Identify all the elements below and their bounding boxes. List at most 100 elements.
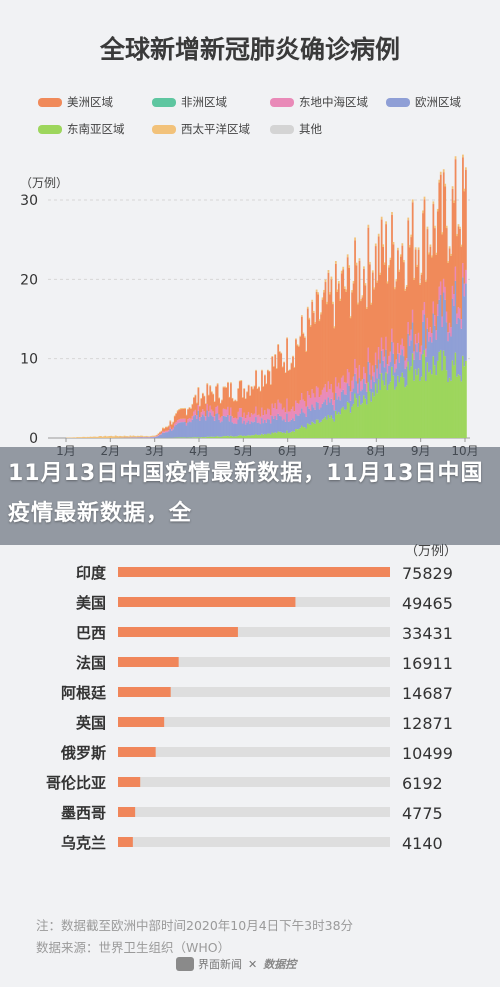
area-day-segment xyxy=(200,398,203,413)
area-day-segment xyxy=(216,436,219,438)
area-day-segment xyxy=(199,420,201,438)
area-day-segment xyxy=(357,393,359,407)
area-day-segment xyxy=(176,411,179,421)
area-day-segment xyxy=(419,282,421,285)
area-day-segment xyxy=(408,346,411,371)
area-day-segment xyxy=(370,304,373,380)
area-day-segment xyxy=(280,431,283,438)
area-day-segment xyxy=(206,410,209,437)
area-day-segment xyxy=(172,422,175,428)
area-day-segment xyxy=(326,304,328,392)
area-day-segment xyxy=(266,433,269,438)
area-day-segment xyxy=(159,434,161,435)
area-day-segment xyxy=(306,423,309,438)
area-day-segment xyxy=(231,398,234,417)
area-day-segment xyxy=(459,308,461,320)
area-day-segment xyxy=(405,385,408,438)
area-day-segment xyxy=(255,370,257,407)
area-day-segment xyxy=(235,436,238,438)
area-day-segment xyxy=(232,418,235,424)
area-day-segment xyxy=(379,390,382,438)
area-day-segment xyxy=(286,413,288,431)
area-day-segment xyxy=(315,419,318,438)
area-day-segment xyxy=(416,343,419,353)
bar-category-label: 哥伦比亚 xyxy=(46,774,106,792)
area-day-segment xyxy=(345,394,348,410)
area-day-segment xyxy=(259,416,262,425)
area-day-segment xyxy=(237,419,240,436)
area-day-segment xyxy=(397,353,399,376)
area-day-segment xyxy=(79,437,82,438)
area-day-segment xyxy=(272,366,275,367)
area-day-segment xyxy=(244,398,247,399)
legend-label: 非洲区域 xyxy=(181,95,227,109)
area-day-segment xyxy=(438,179,441,183)
area-day-segment xyxy=(249,395,252,396)
area-day-segment xyxy=(215,385,218,387)
area-day-segment xyxy=(262,386,265,416)
area-day-segment xyxy=(371,365,374,377)
area-day-segment xyxy=(284,372,287,373)
area-day-segment xyxy=(371,272,374,366)
area-day-segment xyxy=(448,322,451,333)
area-day-segment xyxy=(283,432,286,438)
area-day-segment xyxy=(85,437,87,438)
area-day-segment xyxy=(386,283,389,365)
area-day-segment xyxy=(185,415,188,423)
area-day-segment xyxy=(323,402,325,419)
area-day-segment xyxy=(274,354,277,355)
area-day-segment xyxy=(178,410,181,420)
area-day-segment xyxy=(345,382,348,395)
area-day-segment xyxy=(224,408,226,417)
area-day-segment xyxy=(456,323,458,377)
area-day-segment xyxy=(247,435,250,438)
area-day-segment xyxy=(383,262,386,265)
area-day-segment xyxy=(203,437,206,438)
area-day-segment xyxy=(235,401,238,419)
area-day-segment xyxy=(196,403,198,416)
area-day-segment xyxy=(453,306,455,366)
area-day-segment xyxy=(383,385,386,438)
area-day-segment xyxy=(367,347,370,362)
area-day-segment xyxy=(402,377,405,438)
area-day-segment xyxy=(210,391,213,393)
area-day-segment xyxy=(199,437,201,438)
area-day-segment xyxy=(249,424,252,436)
area-day-segment xyxy=(230,382,232,384)
area-day-segment xyxy=(166,430,169,433)
area-day-segment xyxy=(435,339,438,376)
area-day-segment xyxy=(312,393,315,408)
area-day-segment xyxy=(303,337,306,402)
area-day-segment xyxy=(166,426,169,428)
area-day-segment xyxy=(311,404,314,422)
area-day-segment xyxy=(92,436,95,438)
area-day-segment xyxy=(162,432,164,438)
area-day-segment xyxy=(459,228,461,309)
area-day-segment xyxy=(334,392,337,411)
area-day-segment xyxy=(253,421,256,436)
area-day-segment xyxy=(196,418,198,438)
area-day-segment xyxy=(402,356,405,378)
area-day-segment xyxy=(465,283,467,361)
area-day-segment xyxy=(170,429,173,431)
area-day-segment xyxy=(332,418,334,438)
area-day-segment xyxy=(321,297,324,300)
area-day-segment xyxy=(367,361,370,383)
area-day-segment xyxy=(303,413,306,428)
area-day-segment xyxy=(234,436,237,438)
area-day-segment xyxy=(188,417,191,422)
area-day-segment xyxy=(349,412,352,438)
area-day-segment xyxy=(389,381,392,438)
area-day-segment xyxy=(367,382,370,438)
area-day-segment xyxy=(261,433,263,438)
area-day-segment xyxy=(212,416,215,437)
bar xyxy=(118,747,156,757)
area-day-segment xyxy=(221,421,223,437)
area-day-segment xyxy=(246,422,249,436)
area-day-segment xyxy=(371,392,374,438)
area-day-segment xyxy=(352,283,355,377)
area-day-segment xyxy=(333,410,336,422)
area-day-segment xyxy=(392,353,395,376)
area-day-segment xyxy=(138,436,141,438)
area-day-segment xyxy=(429,337,432,370)
